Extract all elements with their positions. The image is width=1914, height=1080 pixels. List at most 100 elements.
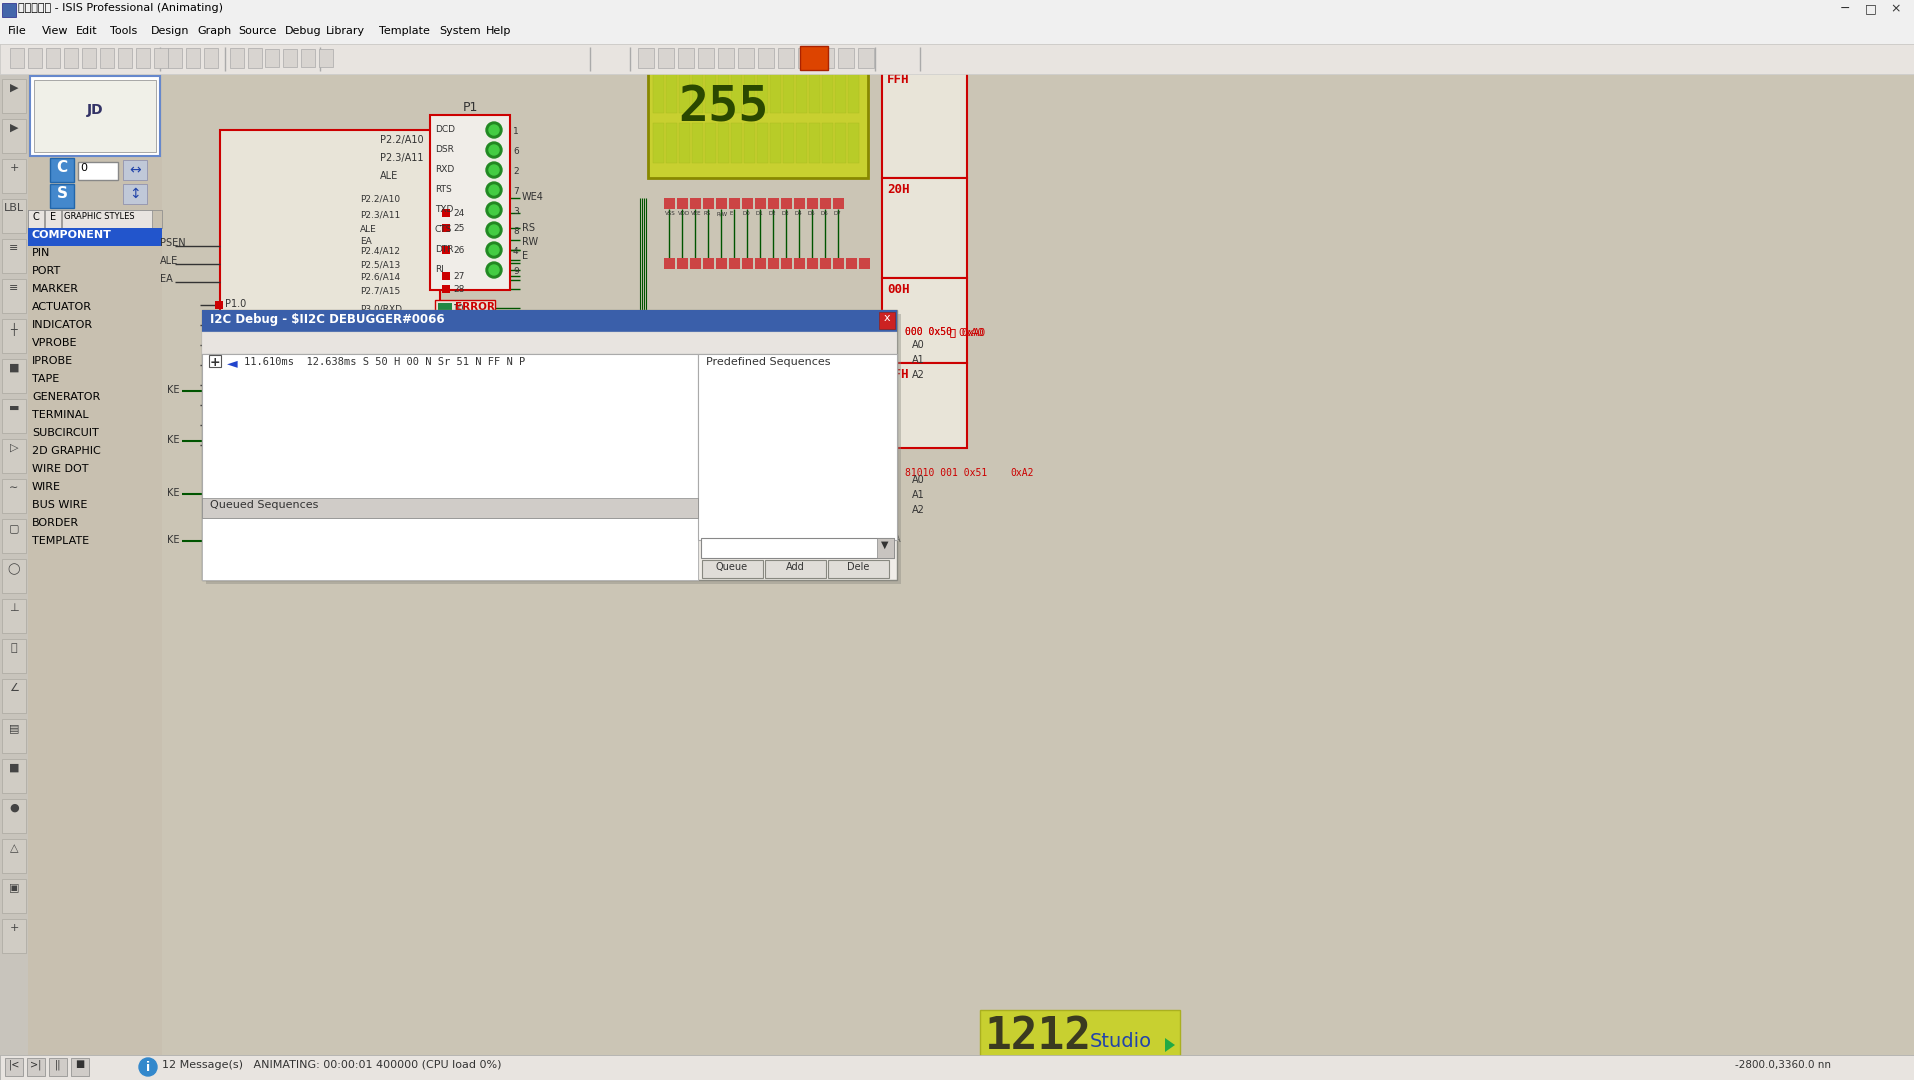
Bar — [27, 1058, 44, 1076]
Bar — [207, 314, 900, 584]
Text: 16: 16 — [454, 401, 465, 410]
Text: ●: ● — [10, 804, 19, 813]
Circle shape — [486, 183, 501, 198]
Bar — [153, 48, 168, 68]
Text: FFH: FFH — [886, 368, 909, 381]
Bar — [434, 300, 494, 320]
Circle shape — [595, 384, 605, 395]
Text: TAPE: TAPE — [33, 374, 59, 384]
Text: P3.1/TXD: P3.1/TXD — [360, 322, 400, 330]
Polygon shape — [712, 458, 727, 472]
Bar — [806, 198, 817, 210]
Text: RXD: RXD — [434, 165, 454, 174]
Bar — [835, 73, 846, 113]
Bar — [653, 123, 664, 163]
Bar — [769, 73, 781, 113]
Text: A1: A1 — [634, 399, 643, 408]
Text: 单片机仿真 - ISIS Professional (Animating): 单片机仿真 - ISIS Professional (Animating) — [17, 3, 222, 13]
Bar — [754, 198, 766, 210]
Text: ∼: ∼ — [10, 483, 19, 492]
Text: Library: Library — [325, 26, 364, 36]
Circle shape — [140, 1058, 157, 1076]
Text: D5: D5 — [808, 211, 815, 216]
Text: TERMINAL: TERMINAL — [33, 410, 88, 420]
Bar — [783, 123, 794, 163]
Bar — [794, 198, 804, 210]
Text: 8: 8 — [513, 227, 519, 237]
Bar — [220, 130, 440, 460]
Bar — [431, 114, 509, 291]
Text: +: + — [10, 923, 19, 933]
Text: SCL: SCL — [634, 443, 647, 453]
Circle shape — [488, 225, 500, 235]
Text: INDICATOR: INDICATOR — [33, 320, 94, 330]
Text: <TEXT>: <TEXT> — [452, 336, 488, 345]
Text: ▬: ▬ — [10, 403, 19, 413]
Bar — [63, 48, 78, 68]
Text: E: E — [50, 212, 56, 222]
Bar — [442, 337, 450, 345]
Bar — [31, 76, 161, 156]
Bar — [806, 258, 817, 269]
Circle shape — [486, 242, 501, 258]
Text: VEE: VEE — [691, 211, 701, 216]
Bar — [2, 759, 27, 793]
Text: ▤: ▤ — [10, 723, 19, 733]
Text: S: S — [57, 186, 67, 201]
Text: AT89C51: AT89C51 — [304, 468, 354, 478]
Text: ALE: ALE — [161, 256, 178, 266]
Bar — [689, 198, 701, 210]
Text: RS: RS — [704, 211, 710, 216]
Text: ■: ■ — [10, 363, 19, 373]
Text: ⊥: ⊥ — [10, 603, 19, 613]
Bar — [2, 480, 27, 513]
Text: D3: D3 — [781, 211, 789, 216]
Text: GND: GND — [634, 421, 651, 430]
Text: DSR: DSR — [434, 145, 454, 154]
Text: 000 0x50: 000 0x50 — [905, 327, 951, 337]
Bar — [29, 48, 42, 68]
Circle shape — [488, 265, 500, 275]
Text: △: △ — [10, 843, 19, 853]
Text: A1: A1 — [911, 490, 924, 500]
Circle shape — [486, 222, 501, 238]
Text: P1.0: P1.0 — [224, 299, 247, 309]
Text: P1.4: P1.4 — [224, 379, 247, 389]
Bar — [756, 123, 768, 163]
Bar — [679, 73, 689, 113]
Text: KEY4: KEY4 — [523, 354, 545, 364]
Text: RS: RS — [523, 222, 534, 233]
Circle shape — [488, 165, 500, 175]
Text: 10: 10 — [454, 303, 465, 313]
Bar — [2, 719, 27, 753]
Bar — [848, 123, 859, 163]
Bar — [718, 123, 729, 163]
Bar — [704, 123, 716, 163]
Circle shape — [486, 162, 501, 178]
Text: KE: KE — [167, 535, 180, 545]
Bar — [122, 160, 147, 180]
Text: Tools: Tools — [109, 26, 138, 36]
Text: ALE: ALE — [360, 225, 377, 234]
Text: I2C Debug - $II2C DEBUGGER#0066: I2C Debug - $II2C DEBUGGER#0066 — [211, 313, 444, 326]
Bar — [442, 246, 450, 254]
Text: A0: A0 — [634, 388, 643, 397]
Text: A0: A0 — [911, 475, 924, 485]
Bar — [6, 1058, 23, 1076]
Text: 9: 9 — [513, 267, 519, 276]
Circle shape — [595, 405, 605, 415]
Bar — [729, 258, 739, 269]
Text: E: E — [729, 211, 733, 216]
Bar — [777, 48, 794, 68]
Circle shape — [605, 365, 614, 375]
Text: x: x — [882, 313, 890, 323]
Bar — [702, 561, 762, 578]
Bar — [442, 384, 450, 393]
Bar — [521, 338, 559, 352]
Text: P2.3/A11: P2.3/A11 — [360, 210, 400, 219]
Bar — [201, 332, 896, 354]
Bar — [857, 48, 873, 68]
Text: KE: KE — [167, 384, 180, 395]
Text: EA: EA — [360, 237, 371, 246]
Bar — [754, 258, 766, 269]
